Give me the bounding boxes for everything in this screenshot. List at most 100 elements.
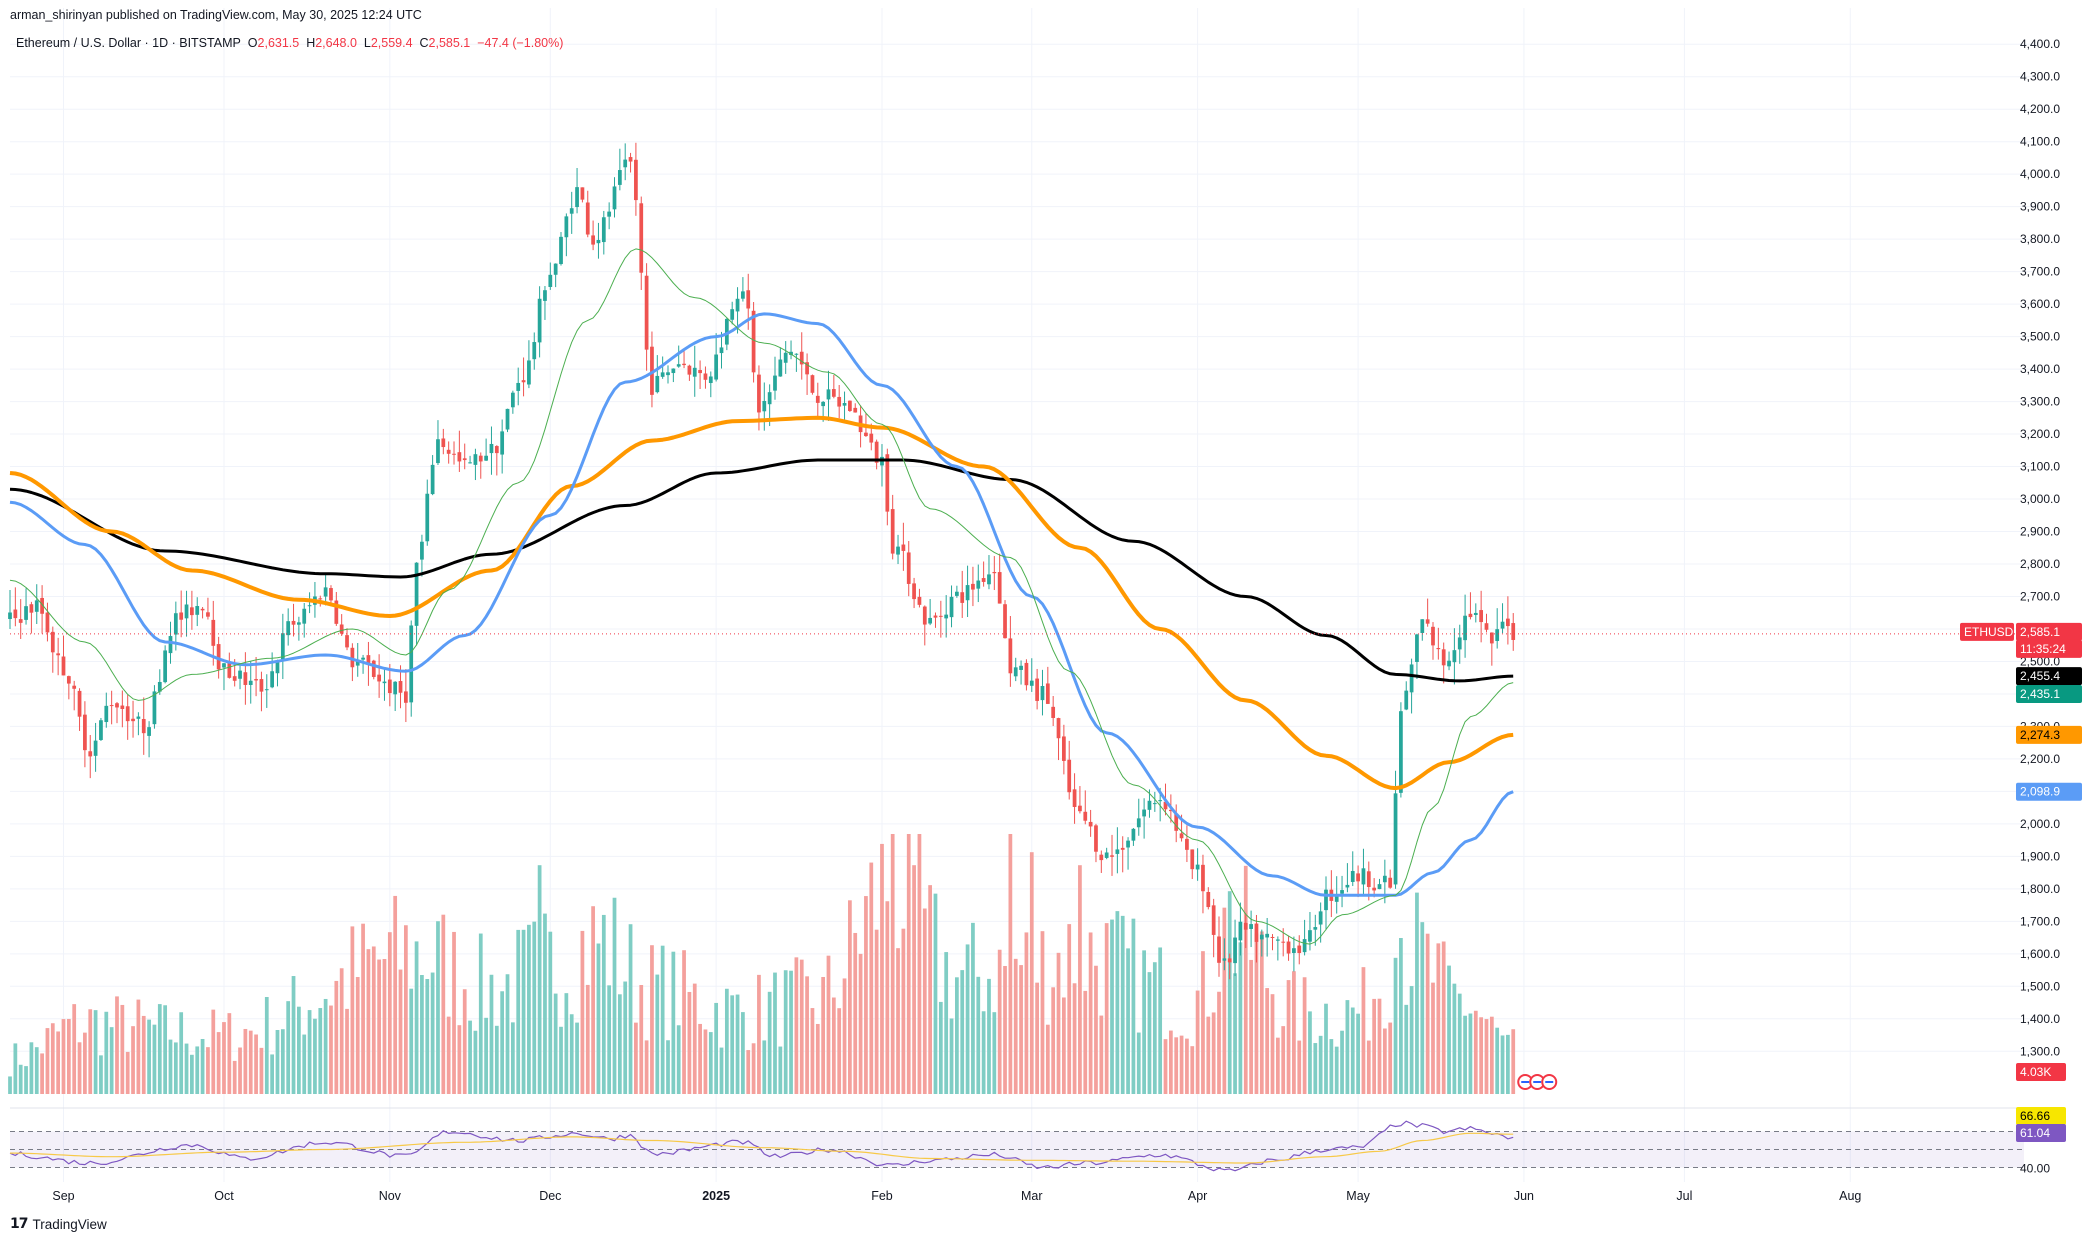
ma-orange-badge-text: 2,274.3 xyxy=(2020,728,2060,742)
price-tick-label: 4,100.0 xyxy=(2020,135,2060,149)
volume-bar xyxy=(1340,1030,1344,1094)
candle-body xyxy=(896,546,900,555)
volume-bar xyxy=(880,843,884,1094)
candle-body xyxy=(810,375,815,393)
candle-body xyxy=(976,580,981,589)
volume-bar xyxy=(1511,1029,1516,1094)
candle-body xyxy=(345,635,349,648)
volume-bar xyxy=(917,834,922,1094)
volume-bar xyxy=(88,1009,93,1094)
candle-body xyxy=(735,298,740,312)
candle-body xyxy=(634,159,638,201)
volume-bar xyxy=(1415,892,1419,1094)
volume-bar xyxy=(77,1042,82,1094)
volume-bar xyxy=(1110,919,1114,1094)
volume-bar xyxy=(837,1008,842,1094)
candle-body xyxy=(430,464,435,495)
volume-bar xyxy=(248,1030,253,1094)
volume-bar xyxy=(371,946,376,1094)
price-tick-label: 3,100.0 xyxy=(2020,460,2060,474)
price-tick-label: 3,500.0 xyxy=(2020,330,2060,344)
candle-body xyxy=(1308,930,1312,942)
volume-bar xyxy=(1094,965,1098,1094)
volume-bar xyxy=(1473,1010,1478,1094)
candle-body xyxy=(222,663,226,668)
volume-bar xyxy=(1399,938,1403,1094)
candle-body xyxy=(1115,849,1120,854)
volume-bar xyxy=(45,1028,50,1094)
volume-bar xyxy=(1078,865,1082,1094)
volume-bar xyxy=(644,1040,649,1094)
price-tick-label: 2,800.0 xyxy=(2020,557,2060,571)
candle-body xyxy=(885,454,890,512)
candle-body xyxy=(334,600,339,624)
volume-bar xyxy=(944,952,949,1094)
volume-bar xyxy=(1457,993,1462,1094)
volume-bar xyxy=(141,1015,146,1094)
volume-bar xyxy=(634,1022,638,1094)
candle-body xyxy=(323,587,328,597)
candle-body xyxy=(377,674,381,682)
candle-body xyxy=(291,620,296,625)
candle-body xyxy=(708,376,713,384)
time-tick-label: Jul xyxy=(1676,1189,1692,1203)
volume-bar xyxy=(971,922,975,1094)
candle-body xyxy=(1029,680,1034,686)
volume-bar xyxy=(168,1039,173,1094)
candle-body xyxy=(125,706,130,722)
volume-bar xyxy=(1356,1013,1360,1094)
candle-body xyxy=(163,650,168,683)
volume-bar xyxy=(1115,911,1120,1094)
change-value: −47.4 (−1.80%) xyxy=(477,36,564,50)
candle-body xyxy=(61,656,66,676)
volume-bar xyxy=(24,1066,28,1094)
volume-bar xyxy=(505,974,510,1094)
symbol-title[interactable]: Ethereum / U.S. Dollar · 1D · BITSTAMP xyxy=(16,36,241,50)
time-tick-label: Nov xyxy=(379,1189,402,1203)
volume-bar xyxy=(18,1064,23,1094)
volume-bar xyxy=(1136,1032,1141,1094)
volume-bar xyxy=(655,974,660,1094)
candle-body xyxy=(1158,800,1163,802)
volume-bar xyxy=(93,1010,98,1094)
tradingview-brand[interactable]: 17 TradingView xyxy=(10,1216,107,1232)
volume-bar xyxy=(687,991,692,1094)
candles xyxy=(8,142,1516,980)
volume-bar xyxy=(1409,986,1414,1094)
candle-body xyxy=(414,562,419,626)
symbol-badge: ETHUSD xyxy=(1960,622,2014,641)
volume-bar xyxy=(382,959,387,1094)
candle-body xyxy=(1265,933,1270,938)
volume-bar xyxy=(906,834,911,1094)
candle-body xyxy=(869,433,874,443)
rsi-ma-badge-bg xyxy=(2016,1107,2066,1125)
volume-bar xyxy=(441,914,446,1094)
candle-body xyxy=(987,574,991,585)
volume-bar xyxy=(543,913,547,1094)
candle-body xyxy=(88,751,93,757)
time-tick-label: 2025 xyxy=(702,1189,730,1203)
volume-bar xyxy=(821,976,826,1094)
volume-bar xyxy=(799,959,804,1094)
price-tick-label: 3,700.0 xyxy=(2020,265,2060,279)
candle-body xyxy=(1361,868,1366,885)
volume-bar xyxy=(56,1031,61,1094)
candle-body xyxy=(1179,833,1184,839)
volume-bar xyxy=(890,834,895,1094)
candle-body xyxy=(270,671,275,688)
candle-body xyxy=(874,441,879,463)
candle-body xyxy=(99,720,103,740)
candle-body xyxy=(906,552,911,584)
volume-bar xyxy=(1425,933,1430,1094)
candle-body xyxy=(666,372,670,376)
candle-body xyxy=(1382,875,1387,883)
time-tick-label: Feb xyxy=(871,1189,893,1203)
rsi-tick-label: 40.00 xyxy=(2020,1162,2050,1176)
volume-bar xyxy=(1083,990,1088,1094)
candle-body xyxy=(1168,809,1173,812)
price-tick-label: 2,900.0 xyxy=(2020,525,2060,539)
candle-body xyxy=(1511,623,1516,640)
volume-bar xyxy=(452,931,456,1094)
candle-body xyxy=(901,544,906,551)
